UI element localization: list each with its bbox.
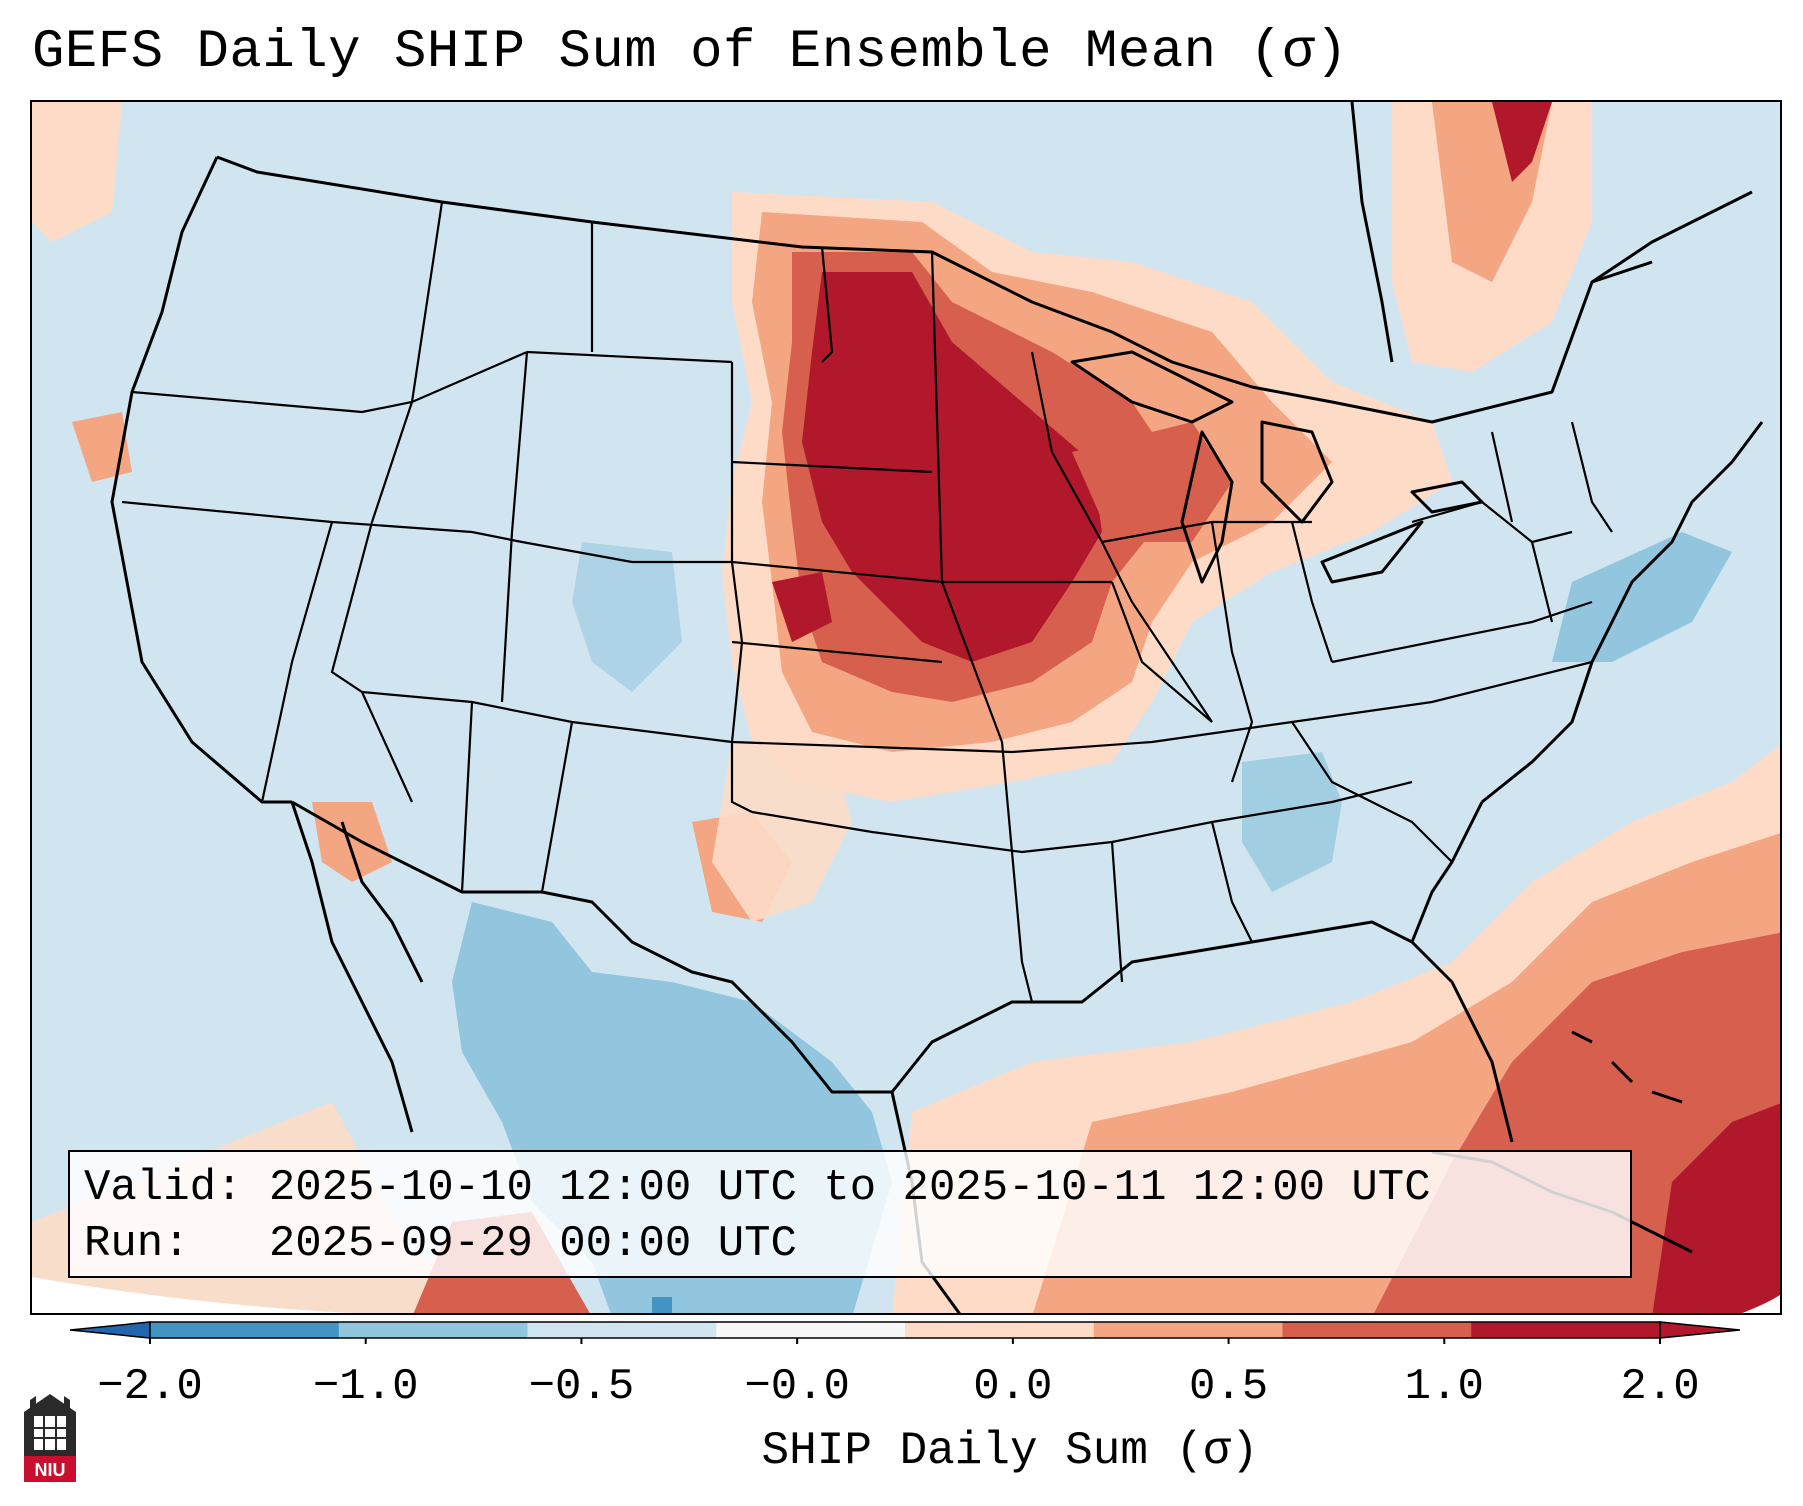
map-panel <box>30 100 1782 1315</box>
niu-logo-text: NIU <box>35 1460 66 1480</box>
niu-logo: NIU <box>24 1394 76 1482</box>
colorbar-tick-label: 1.0 <box>1404 1362 1484 1412</box>
colorbar-segment <box>905 1322 1095 1338</box>
map-title: GEFS Daily SHIP Sum of Ensemble Mean (σ) <box>32 22 1349 83</box>
colorbar-extend-high <box>1659 1321 1740 1339</box>
colorbar-segment <box>527 1322 717 1338</box>
colorbar-segment <box>716 1322 906 1338</box>
colorbar <box>70 1321 1740 1344</box>
colorbar-tick-label: −0.5 <box>528 1362 635 1412</box>
colorbar-tick-label: 2.0 <box>1620 1362 1700 1412</box>
run-time-text: Run: 2025-09-29 00:00 UTC <box>84 1219 797 1269</box>
colorbar-tick-label: 0.0 <box>973 1362 1053 1412</box>
colorbar-tick-label: 0.5 <box>1188 1362 1269 1412</box>
colorbar-outline <box>149 1321 1661 1339</box>
colorbar-segment <box>1093 1322 1283 1338</box>
colorbar-segment <box>150 1322 340 1338</box>
colorbar-segment <box>1471 1322 1661 1338</box>
colorbar-extend-low <box>70 1321 151 1339</box>
projection-edge <box>32 1277 350 1313</box>
state-borders <box>121 201 1613 1003</box>
colorbar-tick-label: −1.0 <box>312 1362 419 1412</box>
anomaly-map <box>32 102 1780 1313</box>
colorbar-segment <box>1282 1322 1472 1338</box>
valid-time-box: Valid: 2025-10-10 12:00 UTC to 2025-10-1… <box>68 1150 1632 1278</box>
colorbar-tick-label: −0.0 <box>744 1362 850 1412</box>
valid-time-text: Valid: 2025-10-10 12:00 UTC to 2025-10-1… <box>84 1163 1431 1213</box>
colorbar-segment <box>338 1322 528 1338</box>
colorbar-label: SHIP Daily Sum (σ) <box>761 1425 1259 1477</box>
colorbar-tick-label: −2.0 <box>97 1362 203 1412</box>
